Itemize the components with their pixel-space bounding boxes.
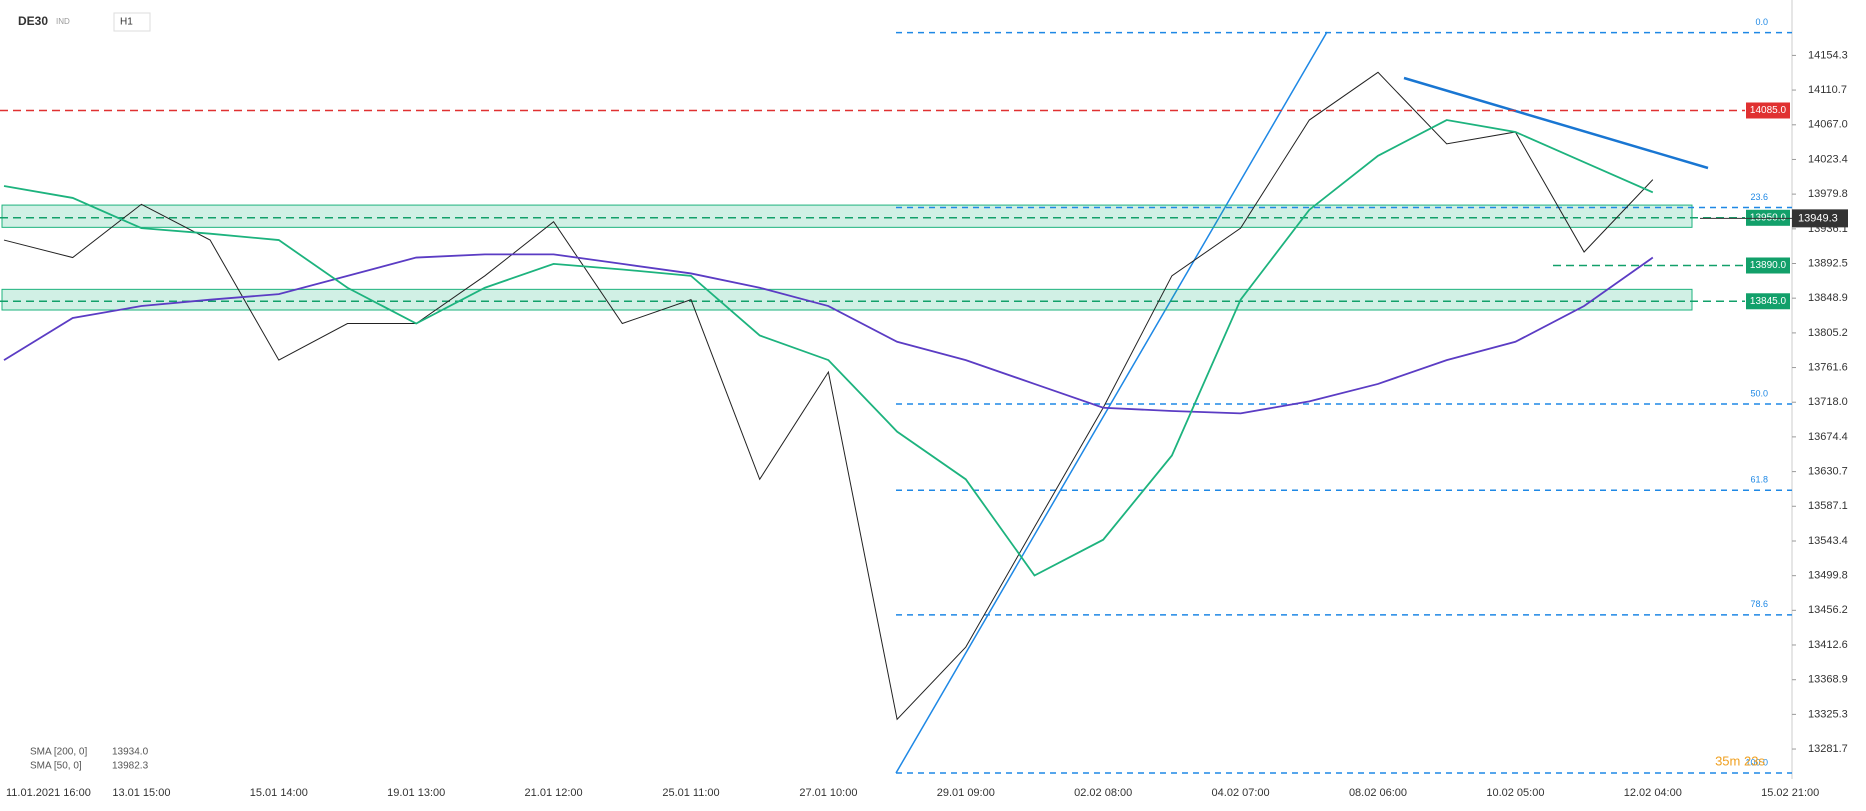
fib-label: 0.0 xyxy=(1755,17,1768,27)
x-tick-label: 08.02 06:00 xyxy=(1349,787,1407,799)
y-tick-label: 13848.9 xyxy=(1808,292,1848,304)
y-tick-label: 13805.2 xyxy=(1808,327,1848,339)
y-tick-label: 13325.3 xyxy=(1808,708,1848,720)
level-label: 13845.0 xyxy=(1750,296,1787,307)
y-tick-label: 14110.7 xyxy=(1808,84,1847,96)
x-tick-label: 13.01 15:00 xyxy=(112,787,170,799)
level-tag xyxy=(1746,102,1790,119)
y-tick-label: 13368.9 xyxy=(1808,674,1848,686)
legend-name: SMA [200, 0] xyxy=(30,747,87,758)
x-tick-label: 04.02 07:00 xyxy=(1212,787,1270,799)
x-tick-label: 15.02 21:00 xyxy=(1761,787,1819,799)
x-tick-label: 19.01 13:00 xyxy=(387,787,445,799)
y-tick-label: 13499.8 xyxy=(1808,570,1848,582)
interval-box[interactable] xyxy=(113,12,151,32)
y-tick-label: 13412.6 xyxy=(1808,639,1848,651)
zone xyxy=(1,204,1693,228)
y-tick-label: 14023.4 xyxy=(1808,153,1848,165)
level-label: 13890.0 xyxy=(1750,260,1787,271)
trend-line xyxy=(1403,76,1709,170)
y-tick-label: 13979.8 xyxy=(1808,188,1848,200)
symbol[interactable]: DE30 xyxy=(18,14,48,28)
y-tick-label: 14154.3 xyxy=(1808,49,1848,61)
y-tick-label: 13674.4 xyxy=(1808,431,1848,443)
fib-label: 78.6 xyxy=(1750,599,1768,609)
interval[interactable]: H1 xyxy=(120,17,133,28)
x-tick-label: 02.02 08:00 xyxy=(1074,787,1132,799)
level-tag xyxy=(1746,257,1790,274)
legend-name: SMA [50, 0] xyxy=(30,761,82,772)
x-tick-label: 25.01 11:00 xyxy=(662,787,719,799)
y-tick-label: 13281.7 xyxy=(1808,743,1848,755)
timer: 35m 23s xyxy=(1715,753,1765,768)
x-tick-label: 11.01.2021 16:00 xyxy=(6,787,91,799)
level-tag xyxy=(1746,293,1790,310)
y-tick-label: 13587.1 xyxy=(1808,500,1848,512)
fib-label: 50.0 xyxy=(1750,388,1768,398)
x-tick-label: 12.02 04:00 xyxy=(1624,787,1682,799)
y-tick-label: 13761.6 xyxy=(1808,361,1848,373)
x-tick-label: 15.01 14:00 xyxy=(250,787,308,799)
x-tick-label: 10.02 05:00 xyxy=(1486,787,1544,799)
legend-value: 13934.0 xyxy=(112,747,149,758)
kind: IND xyxy=(56,17,70,26)
series-line xyxy=(3,119,1654,577)
series-line xyxy=(3,71,1654,721)
trend-line xyxy=(895,31,1328,774)
series-line xyxy=(3,253,1654,415)
last-price-tag xyxy=(1792,209,1848,228)
level-tag xyxy=(1746,209,1790,226)
y-tick-label: 13892.5 xyxy=(1808,257,1848,269)
fib-label: 100.0 xyxy=(1745,757,1768,767)
y-tick-label: 13543.4 xyxy=(1808,535,1848,547)
x-tick-label: 27.01 10:00 xyxy=(799,787,857,799)
legend-value: 13982.3 xyxy=(112,761,149,772)
fib-label: 23.6 xyxy=(1750,192,1768,202)
last-price: 13949.3 xyxy=(1798,212,1838,224)
y-tick-label: 13630.7 xyxy=(1808,466,1848,478)
x-tick-label: 21.01 12:00 xyxy=(525,787,583,799)
y-tick-label: 14067.0 xyxy=(1808,119,1848,131)
fib-label: 61.8 xyxy=(1750,475,1768,485)
zone xyxy=(1,288,1693,311)
level-label: 14085.0 xyxy=(1750,105,1787,116)
y-tick-label: 13718.0 xyxy=(1808,396,1848,408)
x-tick-label: 29.01 09:00 xyxy=(937,787,995,799)
y-tick-label: 13456.2 xyxy=(1808,604,1848,616)
